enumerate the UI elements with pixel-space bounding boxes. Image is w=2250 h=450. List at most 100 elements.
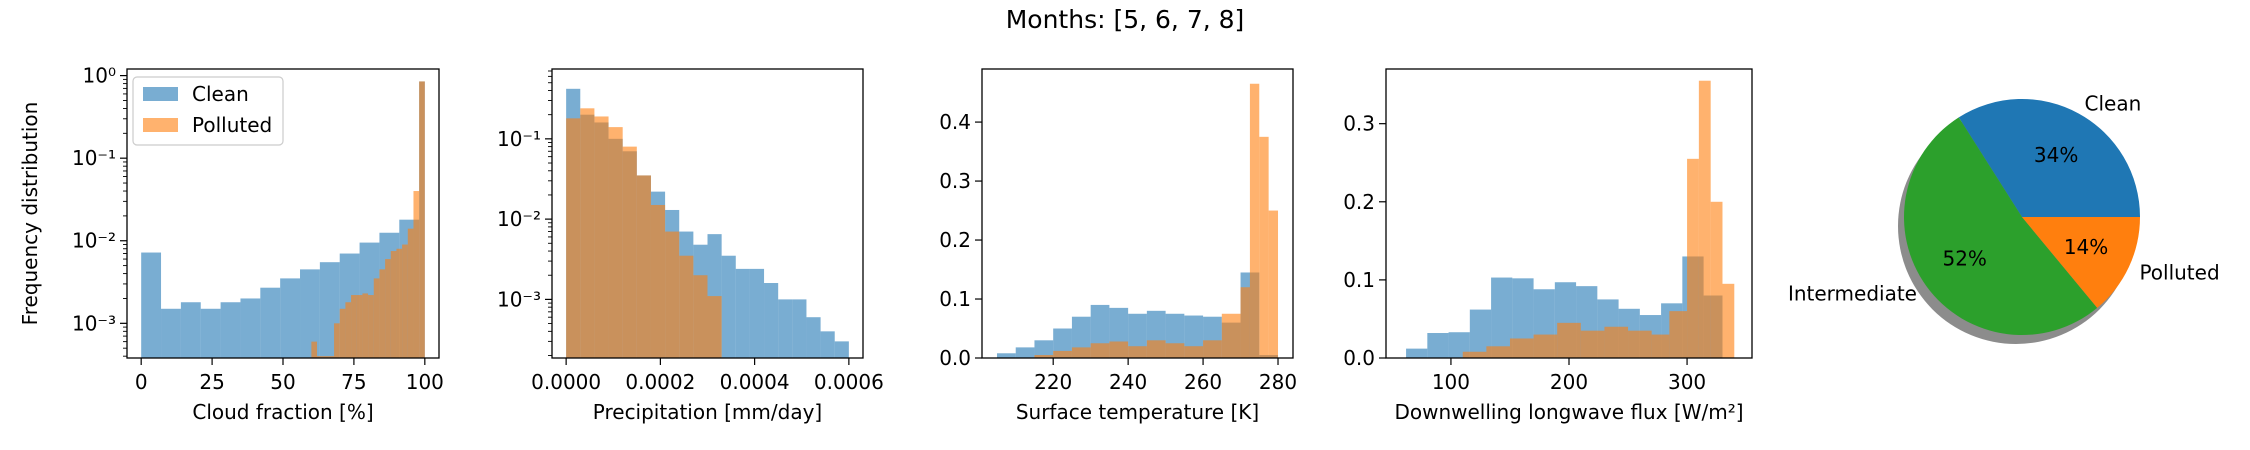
bar-clean <box>1448 332 1470 358</box>
pie-chart: 34% Clean 52% Intermediate 14% Polluted <box>1788 91 2220 344</box>
histogram-panel-1: 0 25 50 75 100 10⁻³ 10⁻² 10⁻¹ 10⁰ Cloud fraction … <box>18 64 444 424</box>
bar-polluted <box>566 118 581 358</box>
bar-clean <box>240 298 261 358</box>
bar-polluted <box>1604 326 1629 358</box>
x-tick-label: 260 <box>1184 370 1222 394</box>
x-axis-label: Cloud fraction [%] <box>192 400 373 424</box>
series-polluted <box>1462 80 1735 358</box>
bar-polluted <box>334 323 340 358</box>
y-tick-label: 0.3 <box>1343 112 1375 136</box>
pie-pct-label: 52% <box>1942 247 1986 271</box>
pie-label-polluted: Polluted <box>2139 260 2219 284</box>
figure-title: Months: [5, 6, 7, 8] <box>1005 5 1245 34</box>
bar-polluted <box>1259 136 1269 358</box>
bar-polluted <box>1462 351 1487 358</box>
bar-polluted <box>385 259 391 358</box>
bar-clean <box>721 255 736 358</box>
bar-polluted <box>679 255 694 358</box>
bar-polluted <box>356 295 363 358</box>
bar-clean <box>735 268 750 358</box>
bar-clean <box>1512 278 1534 358</box>
series-polluted <box>311 81 425 359</box>
bar-polluted <box>362 293 369 358</box>
bar-polluted <box>390 251 397 358</box>
bar-polluted <box>328 356 335 358</box>
bar-polluted <box>1034 355 1054 358</box>
y-tick-label: 10⁻³ <box>497 287 541 311</box>
bar-polluted <box>1509 338 1534 358</box>
pie-pct-label: 14% <box>2064 235 2108 259</box>
x-tick-label: 25 <box>199 370 224 394</box>
bar-clean <box>1034 340 1054 358</box>
y-tick-label: 10⁰ <box>83 64 116 88</box>
histogram-panel-4: 100 200 300 0.0 0.1 0.2 0.3 Downwelling longwav… <box>1343 68 1753 424</box>
bar-polluted <box>636 175 651 358</box>
bar-clean <box>749 268 765 358</box>
bar-polluted <box>1268 210 1279 358</box>
bar-polluted <box>580 108 595 358</box>
bar-polluted <box>1722 283 1735 358</box>
bar-polluted <box>1580 330 1605 358</box>
axes-frame <box>551 68 864 359</box>
x-tick-label: 300 <box>1668 370 1706 394</box>
x-tick-label: 280 <box>1259 370 1297 394</box>
pie-slice-clean <box>1958 98 2140 217</box>
bar-clean <box>1015 347 1035 358</box>
bar-polluted <box>351 295 357 358</box>
bar-polluted <box>1203 340 1222 358</box>
bar-polluted <box>311 341 318 358</box>
bar-polluted <box>413 191 420 358</box>
x-tick-label: 240 <box>1109 370 1147 394</box>
pie-slice-intermediate <box>1904 117 2098 335</box>
y-tick-label: 10⁻² <box>72 229 116 253</box>
x-tick-label: 220 <box>1034 370 1072 394</box>
pie-slice-polluted <box>2022 217 2140 308</box>
bar-polluted <box>1710 201 1723 358</box>
y-axis-label: Frequency distribution <box>18 102 42 326</box>
bar-polluted <box>1249 83 1260 358</box>
series-polluted <box>566 108 722 358</box>
x-tick-label: 75 <box>341 370 366 394</box>
y-tick-label: 0.3 <box>939 169 971 193</box>
bar-clean <box>260 287 281 358</box>
histogram-panel-2: 0.0000 0.0002 0.0004 0.0006 10⁻³ 10⁻² 10⁻¹ Prec… <box>497 68 884 424</box>
y-tick-label: 0.0 <box>939 346 971 370</box>
bar-polluted <box>1651 334 1670 358</box>
bar-polluted <box>1146 340 1166 358</box>
legend-label-clean: Clean <box>192 82 249 106</box>
bar-clean <box>996 353 1016 358</box>
legend-label-polluted: Polluted <box>192 113 272 137</box>
bar-polluted <box>339 308 346 358</box>
x-tick-label: 0.0006 <box>814 370 884 394</box>
bar-clean <box>834 341 849 358</box>
bar-polluted <box>594 116 609 358</box>
pie-pct-label: 34% <box>2034 143 2078 167</box>
bar-polluted <box>1486 346 1510 358</box>
bar-polluted <box>1184 346 1204 358</box>
bar-polluted <box>402 244 408 358</box>
bar-clean <box>200 308 221 358</box>
bar-clean <box>1491 277 1513 358</box>
histogram-panel-3: 220 240 260 280 0.0 0.1 0.2 0.3 0.4 Surface tempe… <box>939 68 1297 424</box>
bar-polluted <box>1165 343 1185 358</box>
x-tick-label: 200 <box>1550 370 1588 394</box>
bar-polluted <box>322 356 329 358</box>
bar-clean <box>180 302 201 358</box>
bar-clean <box>792 299 807 358</box>
bar-polluted <box>1698 80 1711 358</box>
x-tick-label: 100 <box>1432 370 1470 394</box>
x-tick-label: 100 <box>406 370 444 394</box>
bar-polluted <box>396 248 403 358</box>
y-tick-label: 0.1 <box>939 287 971 311</box>
x-tick-label: 0.0002 <box>625 370 695 394</box>
legend-swatch-polluted <box>143 118 178 132</box>
bar-clean <box>806 317 821 358</box>
bar-polluted <box>407 228 414 358</box>
x-tick-label: 0.0004 <box>720 370 790 394</box>
y-tick-label: 0.2 <box>939 228 971 252</box>
bar-clean <box>280 278 301 358</box>
bar-clean <box>1406 348 1428 358</box>
bar-polluted <box>665 231 680 358</box>
bar-polluted <box>1128 346 1147 358</box>
x-axis-label: Precipitation [mm/day] <box>593 400 822 424</box>
